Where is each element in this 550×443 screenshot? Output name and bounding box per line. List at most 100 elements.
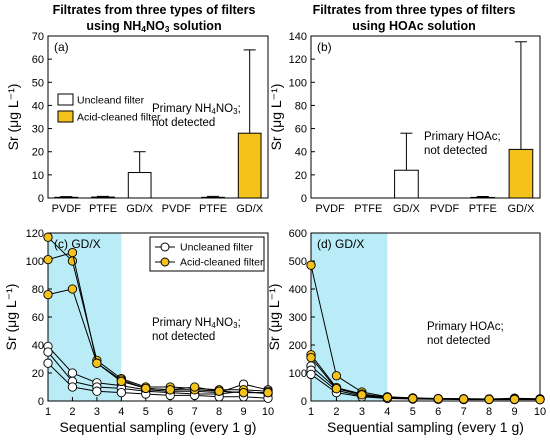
c-xtick-label-7: 7 — [192, 406, 198, 418]
d-series-line-5 — [310, 357, 541, 401]
c-point-1-0 — [43, 347, 53, 357]
b-note-line2: not detected — [424, 145, 487, 157]
c-point-3-0 — [43, 232, 53, 242]
c-point-4-1 — [67, 247, 78, 258]
b-bar-5 — [508, 148, 534, 199]
c-series-line-2 — [47, 362, 269, 399]
b-xtick-label-2: GD/X — [393, 203, 421, 215]
c-point-0-1 — [67, 368, 78, 378]
d-point-3-0 — [306, 260, 316, 270]
a-ytick-label-30: 30 — [32, 124, 44, 136]
a-xtick-label-0: PVDF — [52, 203, 82, 215]
c-xtick-label-8: 8 — [216, 406, 222, 418]
a-bar-4 — [201, 196, 225, 199]
d-point-5-4 — [408, 393, 418, 404]
b-ytick-label-20: 20 — [295, 170, 307, 182]
panel-a-title-line2: using NH4NO3 solution — [86, 19, 221, 34]
c-point-5-6 — [190, 382, 200, 392]
panel-a-title-line2-mid: NO — [146, 19, 165, 33]
b-bar-2 — [394, 169, 419, 199]
b-xtick-label-0: PVDF — [315, 203, 345, 215]
c-series-line-5 — [47, 288, 268, 394]
d-point-5-0 — [306, 352, 316, 363]
b-xtick-label-4: PTFE — [469, 203, 497, 215]
legend-a-uncleaned-swatch — [57, 93, 74, 106]
b-ytick-label-0: 0 — [301, 193, 307, 205]
panel-b: 0 20 40 60 80 100 120 140 PVDF PTFE GD/X PVDF PTFE GD… — [268, 31, 541, 215]
c-point-5-1 — [67, 284, 78, 294]
d-xtick-label-2: 2 — [333, 406, 339, 418]
a-ytick-label-40: 40 — [32, 100, 44, 112]
c-xtick-label-4: 4 — [118, 406, 124, 418]
d-xtick-label-9: 9 — [511, 406, 517, 418]
c-xtick-label-9: 9 — [240, 406, 246, 418]
c-point-5-5 — [165, 385, 175, 395]
c-point-5-2 — [92, 358, 102, 368]
c-note-mid: NO — [216, 317, 233, 329]
a-xtick-label-1: PTFE — [89, 203, 117, 215]
a-note-prefix: Primary NH — [152, 103, 211, 115]
b-ytick-label-140: 140 — [289, 31, 307, 43]
c-panel-label: (c) GD/X — [54, 237, 101, 251]
legend-a-acid-label: Acid-cleaned filter — [77, 112, 161, 124]
c-ytick-label-80: 80 — [32, 284, 44, 296]
d-xtick-label-4: 4 — [384, 406, 390, 418]
d-xtick-label-7: 7 — [461, 406, 467, 418]
c-note-sub2: 3 — [233, 321, 238, 330]
a-bar-2 — [127, 172, 152, 199]
a-xtick-label-2: GD/X — [126, 203, 154, 215]
legend-c-acid-marker — [160, 257, 170, 267]
c-note-line2: not detected — [152, 331, 215, 343]
b-note-line1: Primary HOAc; — [424, 131, 501, 143]
d-ylabel: Sr (μg L⁻¹) — [266, 284, 282, 351]
a-note-sub1: 4 — [211, 107, 216, 116]
c-point-5-0 — [43, 289, 53, 300]
d-xlabel: Sequential sampling (every 1 g) — [327, 419, 524, 435]
d-ytick-label-100: 100 — [289, 368, 307, 380]
a-ylabel: Sr (μg L⁻¹) — [5, 84, 21, 151]
a-ytick-label-10: 10 — [32, 170, 44, 182]
a-xtick-label-4: PTFE — [199, 203, 227, 215]
legend-a-uncleaned-label: Uncleand filter — [77, 95, 145, 107]
c-ytick-label-120: 120 — [26, 228, 44, 240]
c-point-2-1 — [67, 382, 78, 392]
c-xlabel: Sequential sampling (every 1 g) — [60, 419, 257, 435]
d-note-line2: not detected — [427, 335, 490, 347]
c-xtick-label-6: 6 — [167, 406, 173, 418]
d-point-5-7 — [484, 394, 494, 404]
b-plot-frame — [310, 35, 541, 199]
a-xtick-label-5: GD/X — [236, 203, 264, 215]
d-xtick-label-6: 6 — [435, 406, 441, 418]
panel-b-title-line1: Filtrates from three types of filters — [313, 3, 516, 17]
b-ytick-label-40: 40 — [295, 147, 307, 159]
d-point-5-2 — [357, 390, 367, 400]
b-xtick-label-1: PTFE — [354, 203, 382, 215]
c-highlight-region — [48, 233, 122, 401]
b-ytick-label-100: 100 — [289, 77, 307, 89]
legend-c-box — [149, 236, 265, 272]
d-ytick-label-500: 500 — [289, 256, 307, 268]
d-point-5-3 — [382, 392, 392, 403]
a-ytick-label-50: 50 — [32, 77, 44, 89]
c-note-prefix: Primary NH — [152, 317, 211, 329]
d-point-5-9 — [535, 394, 545, 405]
c-point-5-4 — [141, 383, 151, 394]
c-ytick-label-20: 20 — [32, 368, 44, 380]
c-point-2-0 — [43, 358, 53, 368]
c-xtick-label-3: 3 — [94, 406, 100, 418]
d-ytick-label-300: 300 — [289, 312, 307, 324]
panel-a-title-line2-suffix: solution — [170, 19, 222, 33]
d-ytick-label-600: 600 — [289, 228, 307, 240]
d-point-2-0 — [306, 369, 316, 380]
d-point-5-8 — [509, 394, 520, 404]
a-note-sub2: 3 — [233, 107, 238, 116]
d-xtick-label-5: 5 — [410, 406, 416, 418]
b-panel-label: (b) — [317, 40, 332, 54]
d-ytick-label-400: 400 — [289, 284, 307, 296]
c-xtick-label-10: 10 — [262, 406, 274, 418]
a-note-suffix: ; — [238, 103, 241, 115]
panel-a-title-line1: Filtrates from three types of filters — [53, 3, 256, 17]
c-ylabel: Sr (μg L⁻¹) — [3, 284, 19, 351]
c-point-5-3 — [116, 376, 126, 387]
